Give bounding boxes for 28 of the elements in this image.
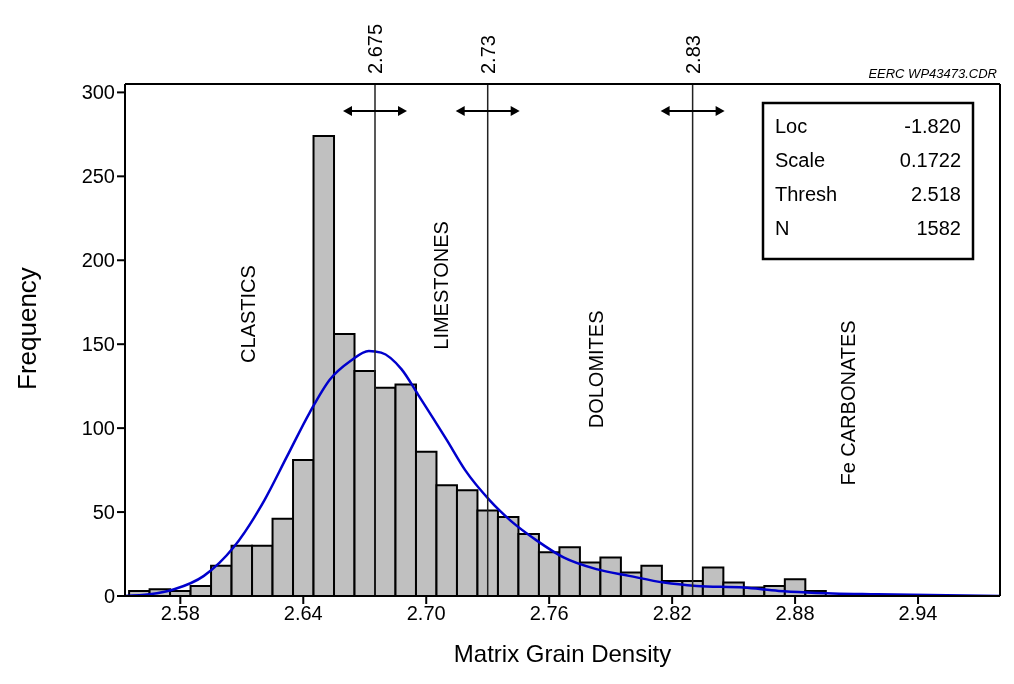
y-tick-label: 0 [103,585,115,608]
text: N 1582 [775,217,961,239]
y-tick-label: 250 [81,165,115,188]
x-tick-label: 2.76 [529,602,569,625]
y-tick-label: 100 [81,417,115,440]
y-tick-label: 50 [92,501,115,524]
text: EERC WP43473.CDR [868,66,997,81]
y-tick-label: 200 [81,249,115,272]
x-axis-title: Matrix Grain Density [453,640,672,667]
ref-line-label: 2.675 [364,23,386,74]
annotation: LIMESTONES [429,221,452,350]
text: Scale 0.1722 [775,149,961,171]
y-tick-label: 150 [81,333,115,356]
y-tick-label: 300 [81,81,115,104]
x-tick-label: 2.94 [898,602,938,625]
x-tick-label: 2.58 [160,602,200,625]
x-tick-label: 2.82 [652,602,692,625]
text: Loc -1.820 [775,115,961,137]
ref-line-label: 2.83 [681,35,704,74]
x-tick-label: 2.88 [775,602,815,625]
annotation: DOLOMITES [585,310,608,429]
annotation: Fe CARBONATES [837,320,860,486]
annotation: CLASTICS [236,265,259,363]
x-tick-label: 2.64 [283,602,323,625]
ref-line-label: 2.73 [476,35,499,74]
x-tick-label: 2.70 [406,602,446,625]
text: Thresh 2.518 [775,183,961,205]
y-axis-title: Frequency [12,267,43,390]
